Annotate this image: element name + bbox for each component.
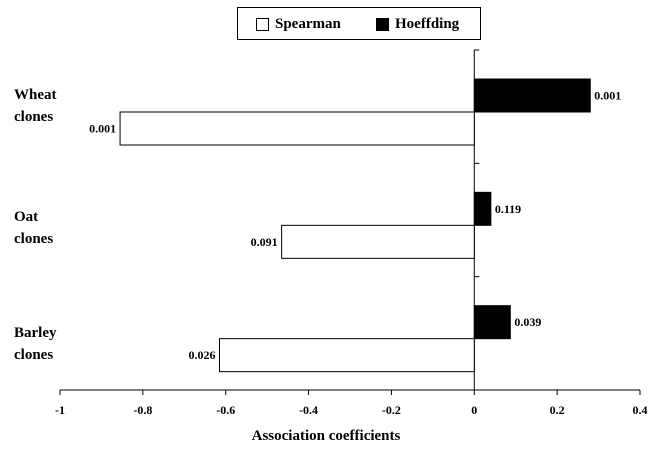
category-label-line: clones (14, 347, 54, 363)
legend-label-spearman: Spearman (275, 15, 341, 32)
bar-spearman-1 (281, 224, 475, 259)
legend-swatch-spearman (256, 17, 269, 31)
x-tick-label: 0 (471, 403, 477, 417)
legend: Spearman Hoeffding (237, 7, 481, 40)
bar-spearman-0 (119, 111, 475, 146)
legend-swatch-hoeffding (376, 17, 389, 31)
data-label: 0.001 (89, 122, 116, 136)
data-label: 0.026 (189, 348, 216, 362)
data-label: 0.039 (514, 315, 541, 329)
x-tick-label: 0.4 (633, 403, 648, 417)
x-tick-label: -0.4 (299, 403, 318, 417)
legend-label-hoeffding: Hoeffding (395, 15, 460, 32)
category-label-line: Wheat (14, 87, 57, 103)
category-label-wheat: Wheat clones (14, 84, 94, 128)
category-label-line: clones (14, 231, 54, 247)
x-tick-label: -1 (55, 403, 65, 417)
x-tick-label: -0.2 (382, 403, 401, 417)
data-label: 0.119 (495, 202, 521, 216)
bar-hoeffding-0 (473, 78, 591, 113)
legend-item-spearman: Spearman (256, 15, 341, 33)
legend-item-hoeffding: Hoeffding (376, 15, 459, 33)
bar-hoeffding-2 (473, 305, 511, 340)
x-tick-label: 0.2 (550, 403, 565, 417)
category-label-line: Oat (14, 209, 39, 225)
data-label: 0.091 (251, 235, 278, 249)
category-label-oat: Oat clones (14, 206, 94, 250)
data-label: 0.001 (594, 89, 621, 103)
x-tick-label: -0.8 (133, 403, 152, 417)
bar-hoeffding-1 (473, 191, 492, 226)
bar-spearman-2 (219, 338, 475, 373)
category-label-line: Barley (14, 325, 57, 341)
category-label-line: clones (14, 109, 54, 125)
x-axis-title: Association coefficients (251, 428, 401, 444)
x-tick-label: -0.6 (216, 403, 235, 417)
category-label-barley: Barley clones (14, 322, 94, 366)
